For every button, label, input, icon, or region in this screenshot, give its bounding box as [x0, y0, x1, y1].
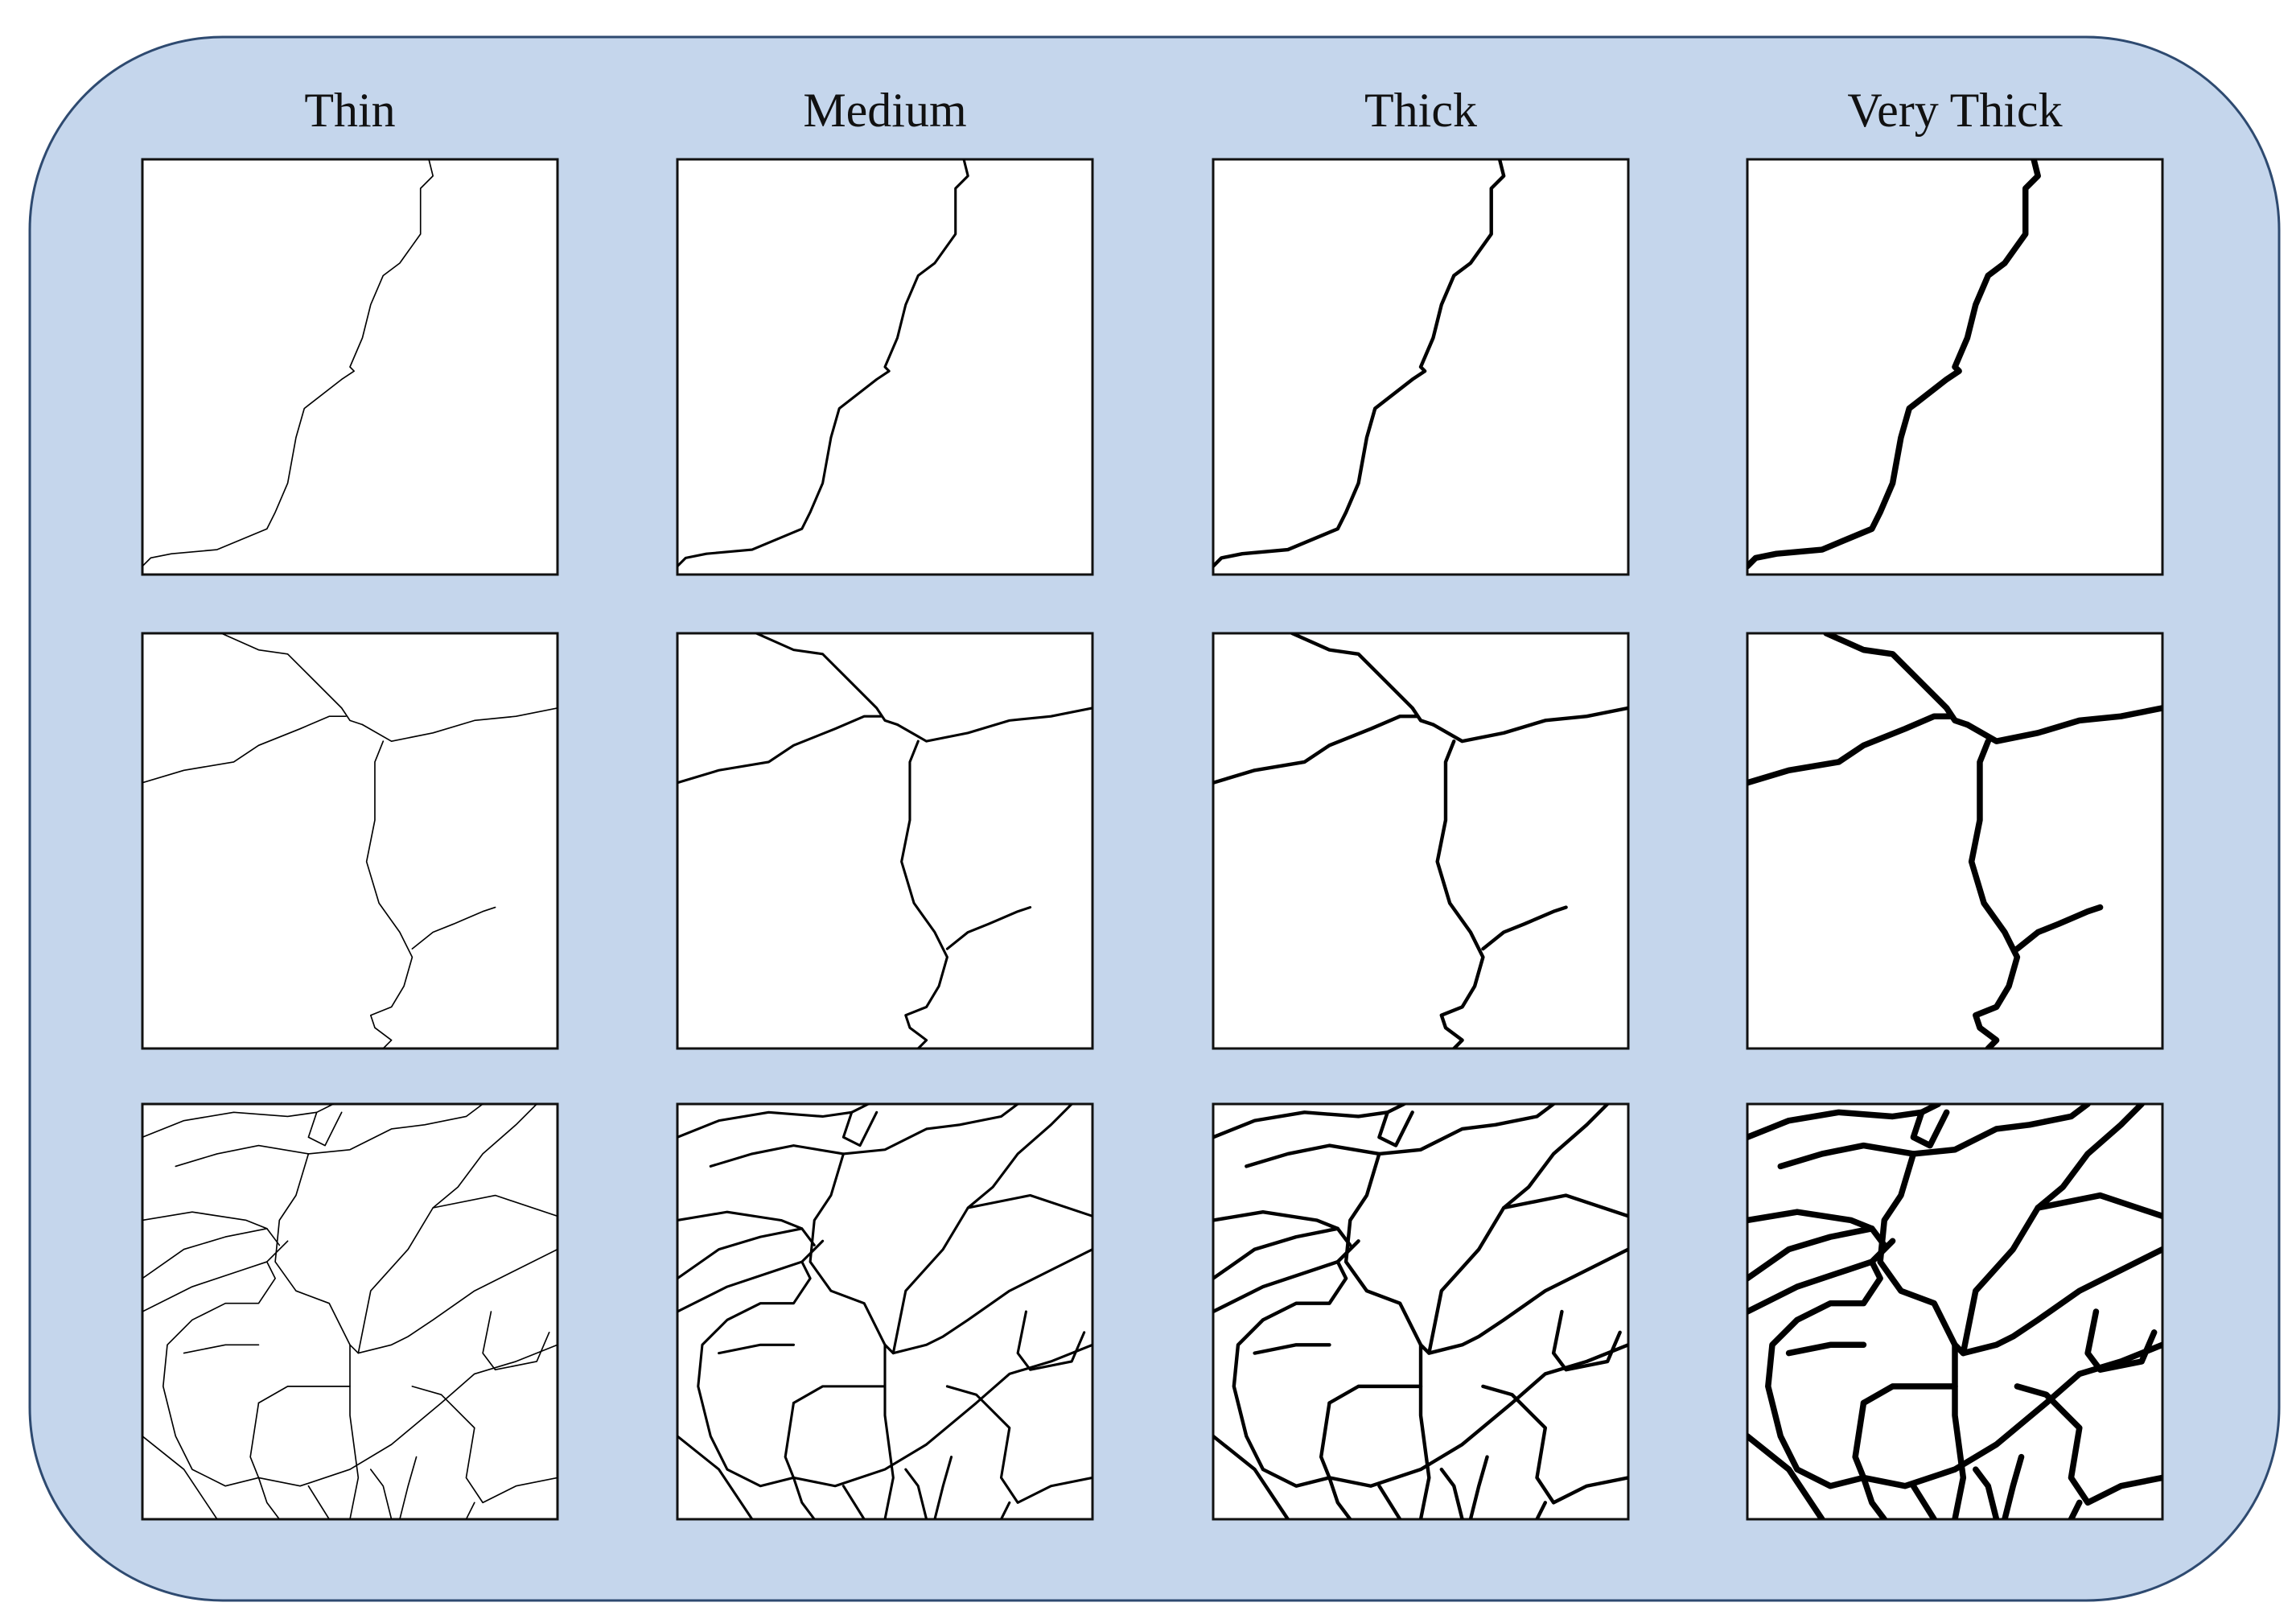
column-header: Thick [1364, 84, 1477, 137]
crack-panel [1212, 1102, 1630, 1521]
crack-panel [1746, 632, 2164, 1050]
column-header: Very Thick [1847, 84, 2062, 137]
column-header: Medium [803, 84, 966, 137]
column-header: Thin [304, 84, 395, 137]
background-panel [28, 35, 2281, 1602]
crack-panel [676, 1102, 1094, 1521]
crack-panel [1212, 632, 1630, 1050]
crack-panel [141, 1102, 559, 1521]
crack-panel [141, 632, 559, 1050]
crack-panel [676, 632, 1094, 1050]
